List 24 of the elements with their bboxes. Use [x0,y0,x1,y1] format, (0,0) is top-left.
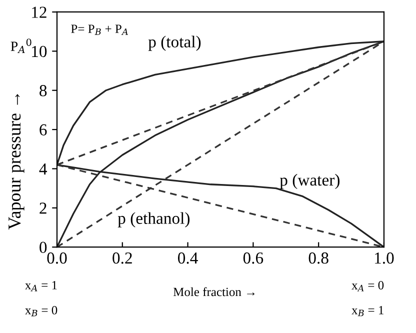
x-tick-label: 0.8 [308,252,328,264]
text: x$_{A}$ = 1 [25,281,57,292]
x-tick-label: 0.2 [112,252,132,264]
x-tick-label: 0.0 [47,252,67,264]
x-tick-label: 0.4 [178,252,198,264]
y-tick-label: 0 [40,242,47,254]
x-axis-title: Mole fraction → [173,287,255,296]
text: x$_{B}$ = 0 [25,306,58,316]
annotation: p (water) [280,174,340,190]
annotation: p (ethanol) [118,212,190,228]
annotation: P= P$_{B}$ + P$_{A}$ [71,24,128,35]
text: x$_{B}$ = 1 [352,306,384,316]
y-tick-label: 12 [32,6,46,18]
y-tick-label: 8 [40,85,47,96]
y-tick-label: 4 [39,164,48,175]
y-axis-title: Vapour pressure → [8,94,24,230]
y-tick-label: 2 [40,202,46,214]
x-tick-label: 0.6 [243,252,264,264]
annotation: p (total) [148,36,201,51]
x-tick-label: 1.0 [375,252,394,264]
text: x$_{A}$ = 0 [352,281,384,292]
text: P$_{A}$$^{0}$ [10,38,32,54]
y-tick-label: 10 [32,46,47,58]
y-tick-label: 6 [40,124,47,136]
